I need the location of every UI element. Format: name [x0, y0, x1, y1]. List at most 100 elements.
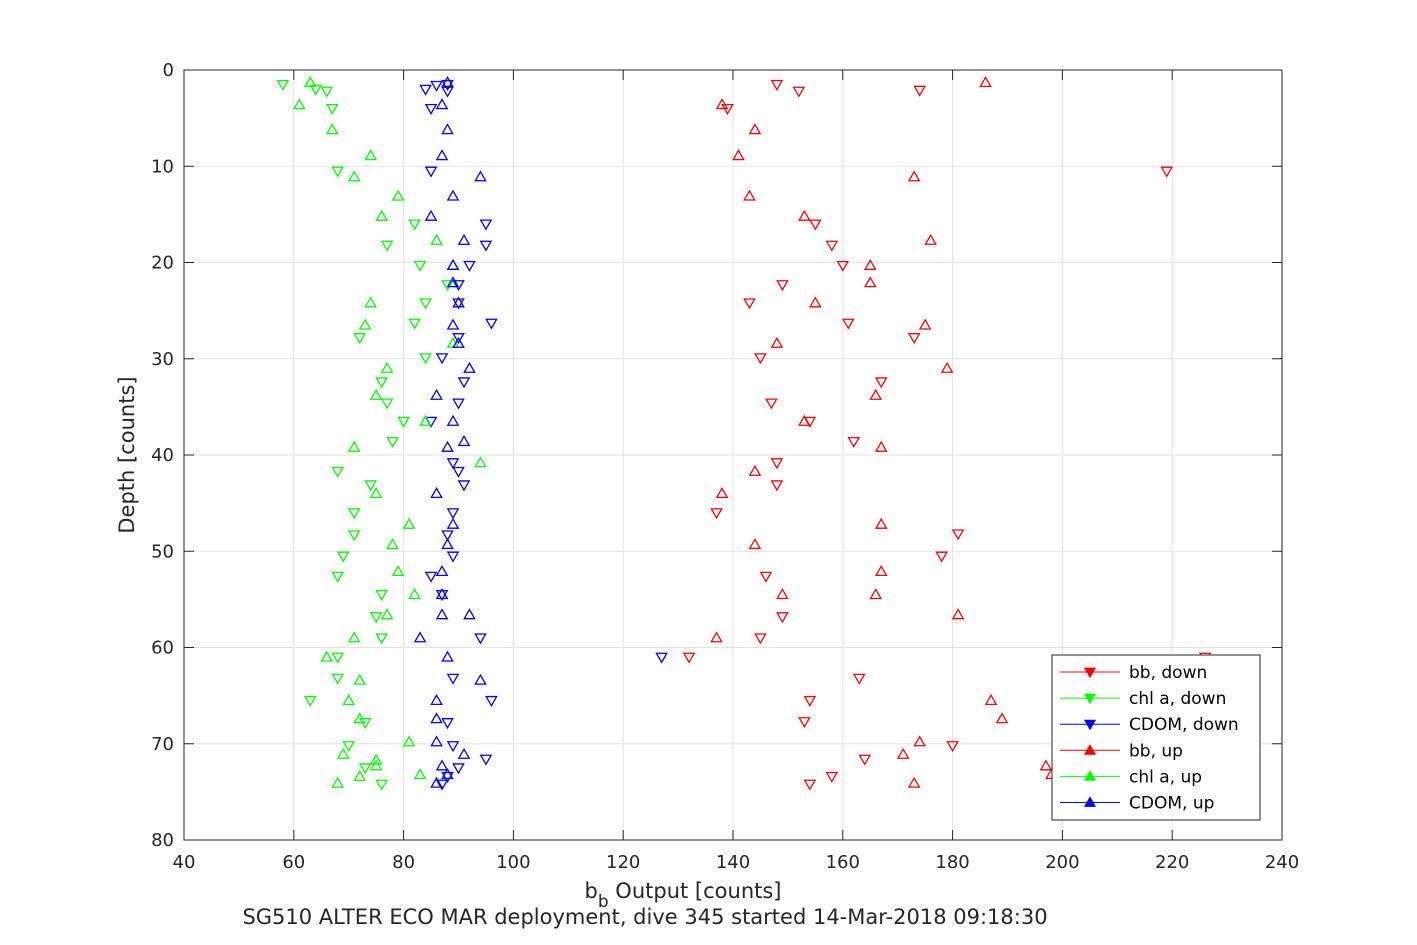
y-tick-label: 80 — [151, 830, 174, 851]
data-point — [441, 768, 454, 780]
data-point — [452, 296, 465, 308]
data-point — [759, 571, 773, 583]
data-point — [874, 440, 888, 452]
data-point — [353, 712, 367, 724]
data-point — [430, 80, 443, 92]
data-point — [424, 166, 438, 178]
data-point — [874, 564, 888, 577]
data-point — [331, 652, 345, 664]
data-point — [369, 759, 383, 771]
y-tick-label: 10 — [151, 156, 174, 177]
x-axis-title: bb Output [counts] — [584, 879, 781, 912]
legend-item: chl a, up — [1060, 767, 1202, 787]
legend-label: bb, down — [1129, 663, 1207, 683]
legend-marker — [1083, 796, 1097, 807]
data-point — [710, 631, 723, 643]
data-point — [441, 123, 454, 135]
data-point — [347, 631, 361, 643]
data-point — [435, 149, 449, 161]
data-point — [353, 673, 367, 685]
data-point — [869, 388, 883, 400]
data-point — [446, 517, 460, 529]
data-point — [452, 333, 465, 345]
data-point — [452, 763, 465, 775]
legend-item: CDOM, down — [1060, 715, 1239, 735]
data-point — [413, 631, 427, 643]
data-point — [776, 280, 789, 292]
data-point — [364, 480, 377, 492]
data-point — [441, 718, 454, 730]
data-point — [770, 458, 784, 470]
data-point — [1039, 759, 1053, 771]
data-point — [951, 608, 965, 620]
data-point — [913, 85, 926, 97]
data-point — [452, 398, 465, 410]
y-axis-title: Depth [counts] — [115, 376, 139, 533]
data-point — [424, 571, 438, 583]
data-point — [325, 103, 339, 116]
data-point — [435, 98, 449, 110]
data-point — [408, 219, 421, 231]
series-bb-up — [710, 76, 1058, 788]
data-point — [896, 747, 910, 759]
data-point — [391, 189, 405, 201]
data-point — [457, 480, 471, 492]
x-axis-title-subscript: b — [598, 892, 609, 912]
data-point — [803, 695, 817, 707]
data-point — [325, 123, 339, 135]
legend-label: chl a, up — [1129, 767, 1202, 787]
data-point — [770, 336, 784, 348]
data-point — [841, 318, 855, 330]
data-point — [397, 416, 410, 428]
data-point — [331, 466, 345, 478]
x-tick-label: 100 — [496, 852, 530, 873]
data-point — [452, 336, 465, 348]
data-point — [485, 318, 498, 330]
x-tick-label: 80 — [392, 852, 415, 873]
data-point — [424, 209, 438, 221]
data-point — [863, 276, 877, 288]
data-point — [825, 771, 839, 783]
data-point — [474, 170, 487, 182]
data-point — [413, 260, 427, 272]
data-point — [748, 464, 762, 476]
data-point — [391, 564, 405, 577]
data-point — [715, 98, 729, 110]
data-point — [474, 633, 487, 645]
legend-marker — [1083, 693, 1097, 705]
data-point — [474, 456, 487, 468]
data-point — [331, 571, 345, 583]
x-tick-label: 140 — [716, 852, 750, 873]
data-point — [358, 763, 372, 775]
data-point — [710, 508, 723, 520]
data-point — [331, 776, 345, 788]
data-point — [907, 333, 921, 345]
data-point — [303, 695, 317, 707]
data-point — [441, 771, 454, 783]
data-point — [809, 219, 822, 231]
series-cdom-up — [413, 76, 487, 788]
data-point — [984, 693, 998, 705]
data-point — [446, 508, 460, 520]
data-point — [375, 377, 388, 389]
data-point — [457, 377, 471, 389]
data-point — [424, 103, 438, 116]
data-point — [364, 296, 377, 308]
legend-item: bb, down — [1060, 663, 1207, 683]
data-point — [342, 693, 356, 705]
data-point — [869, 588, 883, 600]
data-point — [940, 361, 954, 373]
data-point — [303, 76, 317, 88]
data-point — [386, 436, 399, 449]
series-cdom-down — [419, 79, 668, 791]
data-point — [347, 440, 361, 452]
y-tick-label: 40 — [151, 445, 174, 466]
legend-item: chl a, down — [1060, 689, 1226, 709]
data-point — [408, 318, 421, 330]
data-point — [874, 517, 888, 529]
data-point — [907, 170, 921, 182]
data-point — [446, 258, 460, 270]
data-point — [457, 233, 471, 245]
data-point — [369, 388, 383, 400]
y-tick-label: 70 — [151, 734, 174, 755]
